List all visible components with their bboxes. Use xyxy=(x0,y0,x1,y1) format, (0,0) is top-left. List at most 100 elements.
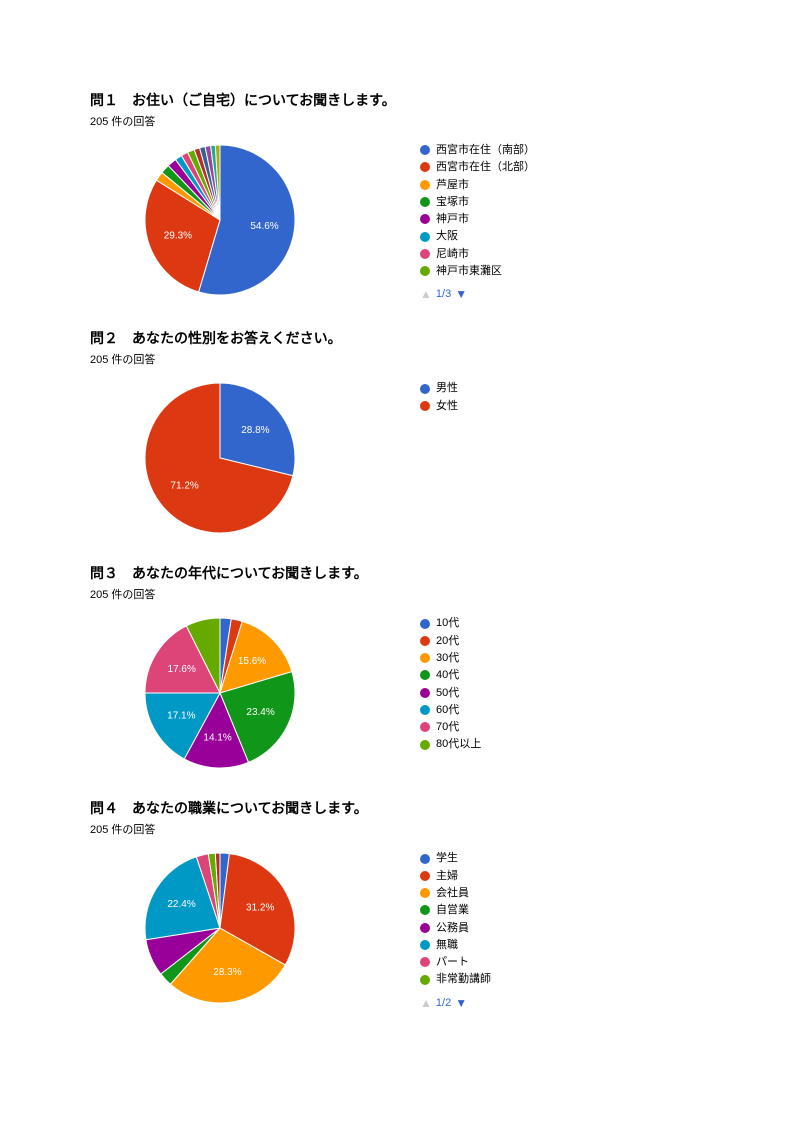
legend-swatch xyxy=(420,636,430,646)
pager-prev-icon[interactable]: ▲ xyxy=(420,997,432,1009)
question-title: 問２ あなたの性別をお答えください。 xyxy=(90,328,703,348)
legend-swatch xyxy=(420,854,430,864)
legend-item: 学生 xyxy=(420,851,491,865)
pie-slice-label: 23.4% xyxy=(246,707,274,718)
legend-label: 大阪 xyxy=(436,229,458,243)
pie-slice-label: 71.2% xyxy=(170,481,198,492)
legend-swatch xyxy=(420,232,430,242)
pie-slice-label: 28.8% xyxy=(241,425,269,436)
pie-slice-label: 17.6% xyxy=(168,664,196,675)
legend-swatch xyxy=(420,214,430,224)
question-block-q3: 問３ あなたの年代についてお聞きします。 205 件の回答 15.6% 23.4% 14… xyxy=(90,563,703,770)
legend-pager: ▲ 1/3 ▼ xyxy=(420,288,535,300)
legend-label: 学生 xyxy=(436,851,458,865)
legend: 西宮市在住（南部） 西宮市在住（北部） 芦屋市宝塚市神戸市大阪尼崎市神戸市東灘区 ▲ 1… xyxy=(420,139,535,300)
legend-label: 会社員 xyxy=(436,886,469,900)
legend-item: 60代 xyxy=(420,703,481,717)
pie-slice-label: 15.6% xyxy=(238,656,266,667)
legend-swatch xyxy=(420,180,430,190)
pie-chart: 54.6% 29.3% xyxy=(90,139,350,297)
legend-item: 芦屋市 xyxy=(420,178,535,192)
response-count: 205 件の回答 xyxy=(90,351,703,367)
legend-label: 女性 xyxy=(436,399,458,413)
legend-label: 男性 xyxy=(436,381,458,395)
legend-item: 宝塚市 xyxy=(420,195,535,209)
response-count: 205 件の回答 xyxy=(90,821,703,837)
legend-pager: ▲ 1/2 ▼ xyxy=(420,997,491,1009)
question-block-q4: 問４ あなたの職業についてお聞きします。 205 件の回答 31.2% 28.3% 22… xyxy=(90,798,703,1008)
pager-next-icon[interactable]: ▼ xyxy=(455,288,467,300)
legend-label: 西宮市在住（北部） xyxy=(436,160,535,174)
legend-swatch xyxy=(420,975,430,985)
legend-swatch xyxy=(420,722,430,732)
question-block-q2: 問２ あなたの性別をお答えください。 205 件の回答 28.8% 71.2% 男性女性 xyxy=(90,328,703,535)
legend-label: 公務員 xyxy=(436,921,469,935)
pager-prev-icon[interactable]: ▲ xyxy=(420,288,432,300)
pager-text: 1/2 xyxy=(436,997,451,1009)
response-count: 205 件の回答 xyxy=(90,586,703,602)
legend-swatch xyxy=(420,705,430,715)
legend-item: パート xyxy=(420,955,491,969)
legend-item: 西宮市在住（南部） xyxy=(420,143,535,157)
legend-item: 西宮市在住（北部） xyxy=(420,160,535,174)
legend-swatch xyxy=(420,905,430,915)
legend-swatch xyxy=(420,145,430,155)
legend-item: 20代 xyxy=(420,634,481,648)
legend-item: 男性 xyxy=(420,381,458,395)
legend-label: 神戸市 xyxy=(436,212,469,226)
legend-item: 無職 xyxy=(420,938,491,952)
legend-item: 神戸市東灘区 xyxy=(420,264,535,278)
legend-label: 宝塚市 xyxy=(436,195,469,209)
pie-chart: 31.2% 28.3% 22.4% xyxy=(90,847,350,1005)
legend-swatch xyxy=(420,670,430,680)
pie-slice-label: 29.3% xyxy=(164,231,192,242)
pager-next-icon[interactable]: ▼ xyxy=(455,997,467,1009)
legend-label: パート xyxy=(436,955,469,969)
legend-item: 神戸市 xyxy=(420,212,535,226)
legend: 学生主婦会社員自営業公務員無職パート非常勤講師 ▲ 1/2 ▼ xyxy=(420,847,491,1008)
legend-item: 公務員 xyxy=(420,921,491,935)
legend-item: 会社員 xyxy=(420,886,491,900)
legend-item: 非常勤講師 xyxy=(420,972,491,986)
legend-swatch xyxy=(420,162,430,172)
legend-label: 10代 xyxy=(436,616,459,630)
question-block-q1: 問１ お住い（ご自宅）についてお聞きします。 205 件の回答 54.6% 29.3%… xyxy=(90,90,703,300)
legend-item: 尼崎市 xyxy=(420,247,535,261)
legend-swatch xyxy=(420,384,430,394)
legend-swatch xyxy=(420,401,430,411)
legend-swatch xyxy=(420,888,430,898)
legend-label: 自営業 xyxy=(436,903,469,917)
legend-label: 神戸市東灘区 xyxy=(436,264,502,278)
pie-slice-label: 28.3% xyxy=(213,967,241,978)
legend-label: 非常勤講師 xyxy=(436,972,491,986)
legend: 10代 20代 30代 40代 50代 60代 70代 80代以上 xyxy=(420,612,481,754)
pie-slice-label: 22.4% xyxy=(167,900,195,911)
pie-slice-label: 31.2% xyxy=(246,903,274,914)
legend-item: 50代 xyxy=(420,686,481,700)
legend-item: 10代 xyxy=(420,616,481,630)
legend-label: 芦屋市 xyxy=(436,178,469,192)
legend-swatch xyxy=(420,940,430,950)
legend-swatch xyxy=(420,957,430,967)
legend-label: 40代 xyxy=(436,668,459,682)
legend-swatch xyxy=(420,197,430,207)
legend: 男性女性 xyxy=(420,377,458,416)
legend-swatch xyxy=(420,653,430,663)
question-title: 問４ あなたの職業についてお聞きします。 xyxy=(90,798,703,818)
pager-text: 1/3 xyxy=(436,288,451,300)
legend-swatch xyxy=(420,688,430,698)
legend-item: 30代 xyxy=(420,651,481,665)
question-title: 問１ お住い（ご自宅）についてお聞きします。 xyxy=(90,90,703,110)
legend-item: 80代以上 xyxy=(420,737,481,751)
pie-slice-label: 14.1% xyxy=(203,733,231,744)
pie-chart: 28.8% 71.2% xyxy=(90,377,350,535)
pie-slice-label: 17.1% xyxy=(167,711,195,722)
legend-swatch xyxy=(420,740,430,750)
pie-slice-label: 54.6% xyxy=(250,221,278,232)
question-title: 問３ あなたの年代についてお聞きします。 xyxy=(90,563,703,583)
legend-item: 70代 xyxy=(420,720,481,734)
response-count: 205 件の回答 xyxy=(90,113,703,129)
legend-label: 50代 xyxy=(436,686,459,700)
legend-label: 30代 xyxy=(436,651,459,665)
legend-item: 主婦 xyxy=(420,869,491,883)
